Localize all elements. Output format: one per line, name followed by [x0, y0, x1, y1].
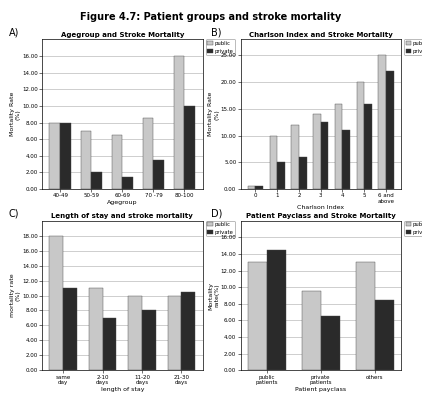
Bar	[277, 162, 285, 189]
Bar	[386, 71, 394, 189]
Bar	[89, 288, 103, 370]
Text: D): D)	[211, 209, 222, 219]
Bar	[313, 114, 321, 189]
Title: Agegroup and Stroke Mortality: Agegroup and Stroke Mortality	[61, 32, 184, 37]
Bar	[103, 318, 116, 370]
X-axis label: Agegroup: Agegroup	[107, 200, 138, 204]
Bar	[49, 123, 60, 189]
Bar	[60, 123, 71, 189]
X-axis label: Charlson Index: Charlson Index	[297, 206, 344, 210]
Legend: public, private: public, private	[206, 39, 235, 55]
Bar	[343, 130, 350, 189]
Bar	[91, 173, 102, 189]
Bar	[143, 119, 154, 189]
Bar	[122, 177, 133, 189]
Title: Patient Payclass and Stroke Mortality: Patient Payclass and Stroke Mortality	[246, 213, 396, 219]
Text: C): C)	[8, 209, 19, 219]
Bar	[379, 56, 386, 189]
Bar	[248, 186, 255, 189]
Title: Charlson Index and Stroke Mortality: Charlson Index and Stroke Mortality	[249, 32, 392, 37]
Bar	[184, 106, 195, 189]
Bar	[299, 157, 306, 189]
Bar	[321, 316, 340, 370]
Bar	[63, 288, 77, 370]
Bar	[154, 160, 164, 189]
Bar	[111, 135, 122, 189]
Bar	[291, 125, 299, 189]
Bar	[357, 82, 364, 189]
Bar	[321, 122, 328, 189]
Bar	[267, 250, 286, 370]
Y-axis label: mortality rate
(%): mortality rate (%)	[10, 274, 21, 317]
Bar	[255, 186, 263, 189]
Legend: public, private: public, private	[404, 39, 422, 55]
X-axis label: length of stay: length of stay	[100, 387, 144, 392]
Bar	[49, 236, 63, 370]
Bar	[168, 296, 181, 370]
Bar	[335, 104, 343, 189]
Text: B): B)	[211, 28, 222, 37]
Bar	[302, 291, 321, 370]
Legend: public, private: public, private	[404, 221, 422, 236]
Title: Length of stay and stroke mortality: Length of stay and stroke mortality	[51, 213, 193, 219]
Bar	[181, 292, 195, 370]
Bar	[364, 104, 372, 189]
Bar	[356, 262, 375, 370]
Bar	[142, 310, 156, 370]
Bar	[248, 262, 267, 370]
Bar	[375, 300, 394, 370]
Bar	[270, 136, 277, 189]
Text: A): A)	[8, 28, 19, 37]
Bar	[128, 296, 142, 370]
Text: Figure 4.7: Patient groups and stroke mortality: Figure 4.7: Patient groups and stroke mo…	[80, 12, 342, 22]
Y-axis label: Mortality Rate
(%): Mortality Rate (%)	[10, 92, 21, 136]
X-axis label: Patient payclass: Patient payclass	[295, 387, 346, 392]
Bar	[81, 131, 91, 189]
Y-axis label: Mortality Rate
(%): Mortality Rate (%)	[208, 92, 219, 136]
Y-axis label: Mortality
rate(%): Mortality rate(%)	[208, 281, 219, 310]
Legend: public, private: public, private	[206, 221, 235, 236]
Bar	[173, 56, 184, 189]
